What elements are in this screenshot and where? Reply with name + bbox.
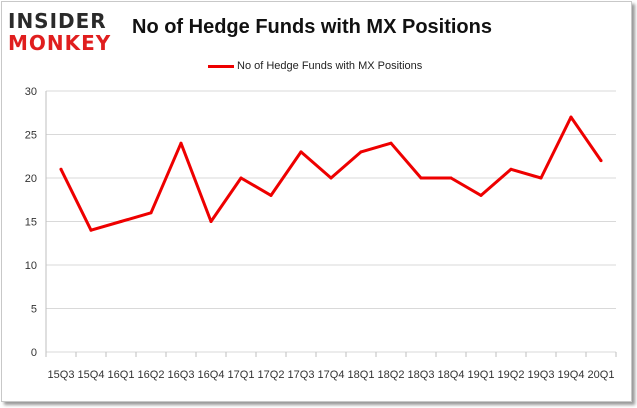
x-tick-label: 18Q4	[438, 369, 465, 381]
data-point	[509, 167, 513, 171]
data-point	[239, 176, 243, 180]
x-tick-label: 19Q1	[468, 369, 495, 381]
data-point	[479, 193, 483, 197]
data-point	[119, 220, 123, 223]
legend-swatch	[208, 64, 234, 68]
logo-text-insider: INSIDER	[8, 9, 107, 33]
data-point	[329, 176, 333, 180]
x-tick-label: 16Q1	[108, 369, 135, 381]
data-point	[299, 150, 303, 154]
data-point	[269, 193, 273, 197]
logo-text-monkey: MONKEY	[8, 31, 112, 55]
x-tick-label: 16Q2	[138, 369, 165, 381]
data-point	[59, 167, 63, 171]
data-point	[149, 211, 153, 215]
x-tick-label: 19Q4	[558, 369, 585, 381]
x-tick-label: 15Q4	[78, 369, 105, 381]
x-tick-label: 15Q3	[48, 369, 75, 381]
data-point	[599, 159, 603, 163]
x-tick-label: 18Q3	[408, 369, 435, 381]
chart-title: No of Hedge Funds with MX Positions	[132, 16, 492, 38]
y-tick-label: 15	[25, 217, 37, 229]
data-point	[209, 220, 213, 223]
chart-legend: No of Hedge Funds with MX Positions	[208, 59, 422, 73]
y-tick-label: 10	[25, 260, 37, 272]
x-tick-label: 20Q1	[588, 369, 615, 381]
y-tick-label: 25	[25, 130, 37, 142]
data-point	[179, 141, 183, 145]
y-tick-label: 0	[31, 347, 37, 359]
chart-frame: INSIDER MONKEY No of Hedge Funds with MX…	[1, 1, 632, 402]
x-tick-label: 18Q1	[348, 369, 375, 381]
y-tick-label: 20	[25, 173, 37, 185]
x-tick-label: 16Q3	[168, 369, 195, 381]
data-point	[89, 228, 93, 232]
y-tick-label: 5	[31, 304, 37, 316]
x-tick-label: 19Q3	[528, 369, 555, 381]
data-point	[569, 115, 573, 119]
data-point	[359, 150, 363, 154]
x-tick-label: 18Q2	[378, 369, 405, 381]
x-tick-label: 17Q3	[288, 369, 315, 381]
x-tick-label: 17Q2	[258, 369, 285, 381]
x-tick-label: 16Q4	[198, 369, 225, 381]
insider-monkey-logo: INSIDER MONKEY	[8, 10, 120, 58]
x-tick-label: 19Q2	[498, 369, 525, 381]
data-point	[539, 176, 543, 180]
x-tick-label: 17Q4	[318, 369, 345, 381]
y-tick-label: 30	[25, 86, 37, 98]
data-point	[419, 176, 423, 180]
x-tick-label: 17Q1	[228, 369, 255, 381]
legend-label: No of Hedge Funds with MX Positions	[237, 60, 423, 72]
data-point	[389, 141, 393, 145]
data-point	[449, 176, 453, 180]
